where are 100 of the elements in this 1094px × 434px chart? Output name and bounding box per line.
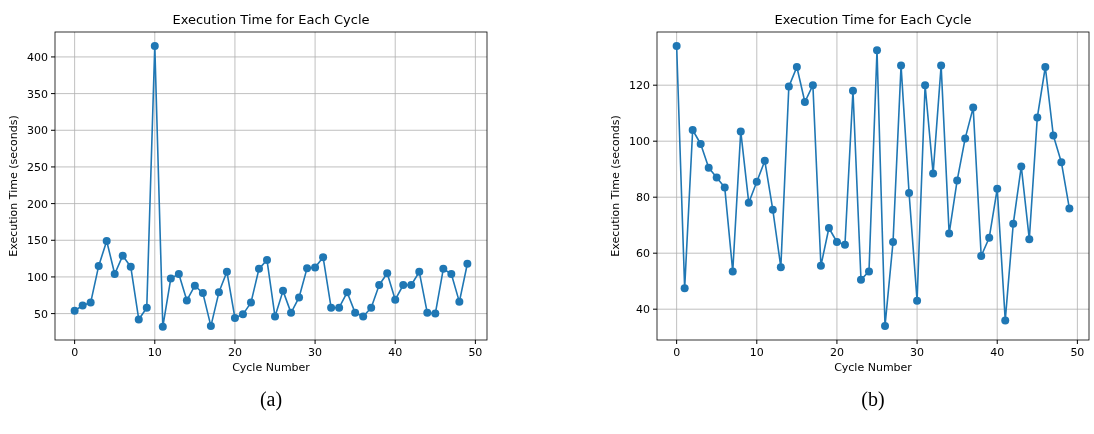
point (704, 163, 713, 172)
point (824, 224, 833, 232)
point (327, 303, 336, 312)
point (102, 237, 111, 245)
x-axis-title: Cycle Number (232, 361, 311, 374)
point (881, 322, 890, 330)
point (126, 262, 135, 271)
point (367, 303, 376, 312)
point (262, 256, 271, 265)
point (415, 267, 424, 276)
point (1057, 158, 1066, 167)
point (768, 205, 777, 214)
point (712, 173, 721, 182)
point (238, 310, 247, 319)
point (929, 169, 938, 178)
point (752, 177, 761, 186)
point (1033, 113, 1042, 122)
x-tick-label: 20 (829, 346, 844, 359)
x-tick-label: 0 (673, 346, 681, 359)
x-tick-label: 30 (910, 346, 925, 359)
point (343, 288, 352, 297)
x-tick-label: 10 (147, 346, 162, 359)
point (174, 270, 183, 278)
point (447, 270, 456, 278)
y-tick-label: 40 (636, 303, 650, 317)
point (720, 183, 729, 192)
chart-title: Execution Time for Each Cycle (172, 12, 370, 27)
y-tick-label: 300 (27, 124, 48, 138)
y-tick-label: 60 (636, 247, 650, 261)
point (776, 263, 785, 272)
point (335, 303, 344, 312)
point (271, 312, 280, 321)
point (937, 61, 946, 70)
point (70, 306, 79, 315)
point (953, 176, 962, 185)
y-tick-label: 200 (27, 197, 48, 211)
point (889, 238, 898, 246)
chart-title: Execution Time for Each Cycle (774, 12, 972, 27)
x-tick-label: 50 (1070, 346, 1085, 359)
point (407, 281, 416, 289)
point (1009, 219, 1018, 228)
point (166, 274, 175, 283)
point (760, 156, 769, 165)
point (246, 298, 255, 307)
point (279, 286, 288, 295)
point (198, 289, 207, 298)
point (391, 295, 400, 304)
point (808, 81, 817, 90)
y-tick-label: 250 (27, 160, 48, 174)
point (214, 288, 223, 297)
point (431, 309, 440, 318)
point (439, 264, 448, 273)
point (254, 264, 263, 273)
y-axis-title: Execution Time (seconds) (7, 115, 20, 257)
point (142, 303, 151, 312)
point (383, 269, 392, 278)
point (182, 296, 191, 305)
y-tick-label: 100 (27, 270, 48, 284)
x-tick-label: 30 (308, 346, 323, 359)
point (856, 275, 865, 284)
point (913, 296, 922, 305)
x-tick-label: 40 (990, 346, 1005, 359)
point (222, 267, 231, 276)
point (206, 322, 215, 331)
point (840, 240, 849, 249)
point (399, 281, 408, 289)
point (303, 264, 312, 273)
x-tick-label: 20 (227, 346, 242, 359)
point (816, 261, 825, 270)
point (728, 267, 737, 276)
point (1049, 131, 1058, 140)
point (848, 86, 857, 95)
point (672, 42, 681, 50)
point (319, 253, 328, 262)
point (359, 312, 368, 321)
point (1041, 63, 1050, 71)
point (800, 98, 809, 106)
text: (a) (259, 388, 283, 411)
point (744, 198, 753, 207)
point (792, 63, 801, 71)
point (945, 229, 954, 238)
point (423, 308, 432, 317)
point (110, 270, 119, 278)
point (961, 134, 970, 143)
point (287, 308, 296, 317)
point (351, 308, 360, 317)
y-tick-label: 350 (27, 87, 48, 101)
point (969, 103, 978, 112)
point (1065, 204, 1074, 213)
point (1001, 316, 1010, 325)
point (688, 126, 697, 134)
point (150, 41, 159, 50)
point (311, 263, 320, 272)
point (230, 314, 239, 322)
point (295, 293, 304, 302)
point (455, 297, 464, 306)
x-tick-label: 50 (468, 346, 483, 359)
x-tick-label: 0 (71, 346, 79, 359)
point (1025, 235, 1034, 244)
y-tick-label: 120 (629, 79, 650, 93)
